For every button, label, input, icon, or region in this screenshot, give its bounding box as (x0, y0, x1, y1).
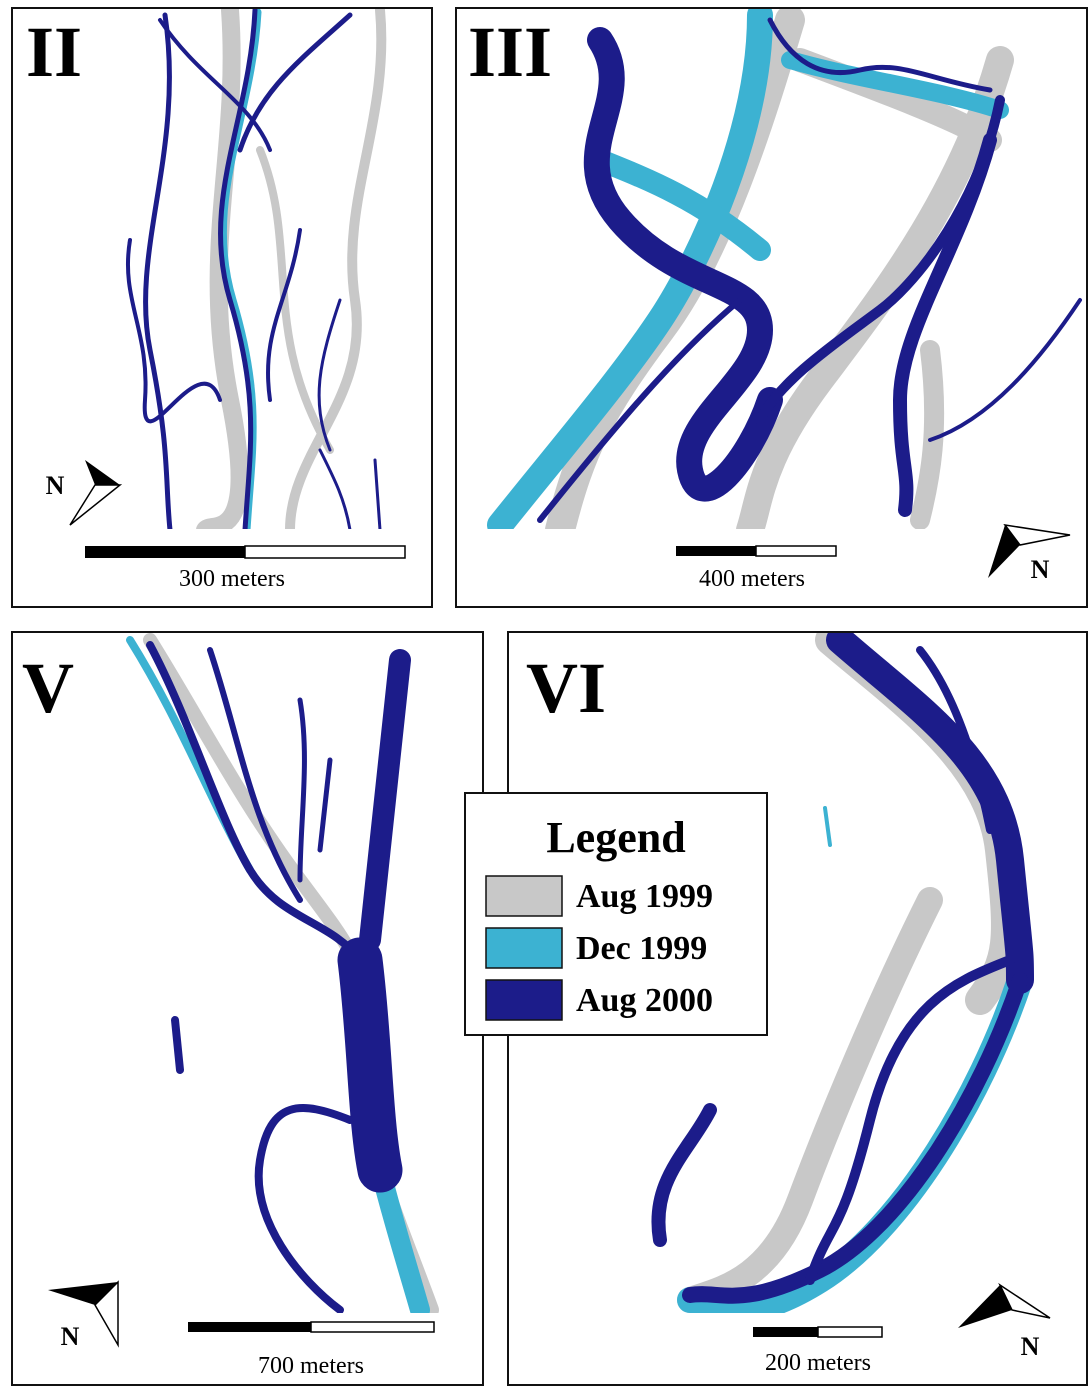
legend-swatch (486, 980, 562, 1020)
scale-bar (245, 546, 405, 558)
panel-label: III (468, 12, 552, 92)
scale-label: 200 meters (765, 1350, 871, 1376)
figure: II III V VI 300 meters 400 meters 700 me… (0, 0, 1092, 1388)
legend-swatch (486, 876, 562, 916)
scale-bar (85, 546, 245, 558)
north-label: N (46, 471, 65, 500)
scale-bar (188, 1322, 311, 1332)
legend-swatch (486, 928, 562, 968)
panel-label: VI (526, 648, 606, 728)
scale-bar (311, 1322, 434, 1332)
panel-iii (456, 8, 1087, 607)
scale-label: 300 meters (179, 566, 285, 592)
north-label: N (61, 1322, 80, 1351)
legend-label: Aug 1999 (576, 878, 713, 915)
scale-label: 700 meters (258, 1353, 364, 1379)
panel-ii (12, 8, 432, 607)
scale-bar (676, 546, 756, 556)
scale-bar (753, 1327, 818, 1337)
scale-bar (818, 1327, 882, 1337)
north-label: N (1021, 1332, 1040, 1361)
legend-label: Dec 1999 (576, 930, 707, 967)
panel-label: II (26, 12, 82, 92)
channel (360, 960, 380, 1170)
scale-label: 400 meters (699, 566, 805, 592)
legend-label: Aug 2000 (576, 982, 713, 1019)
legend-title: Legend (546, 813, 685, 862)
north-label: N (1031, 555, 1050, 584)
channel (175, 1020, 180, 1070)
legend: Legend Aug 1999 Dec 1999 Aug 2000 (465, 793, 767, 1035)
panel-label: V (22, 648, 74, 728)
scale-bar (756, 546, 836, 556)
panel-v (12, 632, 483, 1385)
